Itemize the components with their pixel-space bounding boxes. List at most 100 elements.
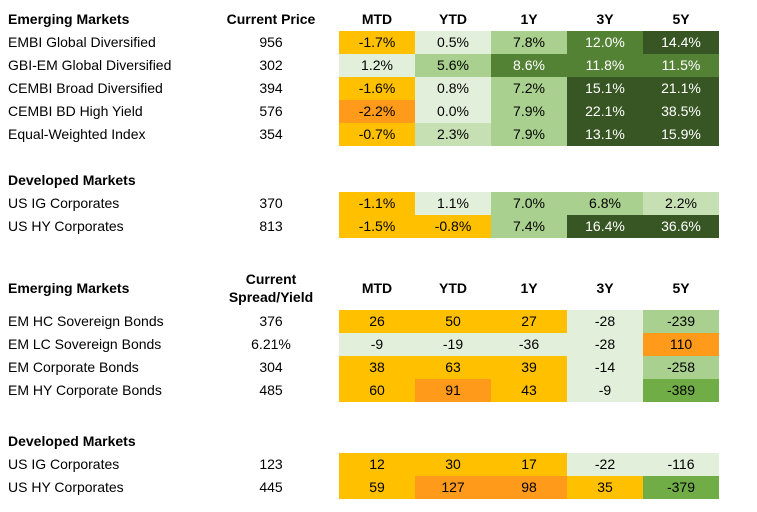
col-3y: 3Y — [596, 11, 614, 27]
heat-cell: 13.1% — [567, 123, 643, 146]
table-row: US HY Corporates 813 -1.5% -0.8% 7.4% 16.4% 36… — [0, 215, 719, 238]
heat-cell: 17 — [491, 453, 567, 476]
table-row: Equal-Weighted Index 354 -0.7% 2.3% 7.9% 13.1… — [0, 123, 719, 146]
heat-cell: -0.7% — [339, 123, 415, 146]
heat-cell: 43 — [491, 379, 567, 402]
heat-cell: 15.1% — [567, 77, 643, 100]
table-row: US IG Corporates 370 -1.1% 1.1% 7.0% 6.8% 2.2% — [0, 192, 719, 215]
heat-cell: -116 — [643, 453, 719, 476]
section-title: Developed Markets — [8, 172, 136, 188]
heat-cell: 98 — [491, 476, 567, 499]
row-label: EM Corporate Bonds — [8, 359, 139, 375]
heat-cell: 21.1% — [643, 77, 719, 100]
row-label: GBI-EM Global Diversified — [8, 57, 172, 73]
heat-cell: -1.6% — [339, 77, 415, 100]
heat-cell: -379 — [643, 476, 719, 499]
col-1y: 1Y — [520, 280, 538, 296]
table-row: EM Corporate Bonds 304 38 63 39 -14 -258 — [0, 356, 719, 379]
heat-cell: -9 — [567, 379, 643, 402]
heat-cell: 30 — [415, 453, 491, 476]
heat-cell: 0.0% — [415, 100, 491, 123]
heat-cell: -28 — [567, 310, 643, 333]
dm-spread-table: Developed Markets US IG Corporates 123 12 3… — [0, 430, 719, 499]
value-header: Current Spread/Yield — [228, 271, 314, 305]
row-label: EM HY Corporate Bonds — [8, 382, 162, 398]
heat-cell: 60 — [339, 379, 415, 402]
heat-cell: -2.2% — [339, 100, 415, 123]
row-label: US HY Corporates — [8, 218, 124, 234]
row-value: 813 — [259, 218, 283, 234]
heat-cell: -1.7% — [339, 31, 415, 54]
heat-cell: -258 — [643, 356, 719, 379]
heat-cell: 11.5% — [643, 54, 719, 77]
table-row: EM LC Sovereign Bonds 6.21% -9 -19 -36 -28 110 — [0, 333, 719, 356]
heat-cell: 7.9% — [491, 123, 567, 146]
heat-cell: -0.8% — [415, 215, 491, 238]
row-value: 123 — [259, 456, 283, 472]
row-value: 376 — [259, 313, 283, 329]
col-3y: 3Y — [596, 280, 614, 296]
heat-cell: 91 — [415, 379, 491, 402]
heat-cell: -389 — [643, 379, 719, 402]
heat-cell: 7.9% — [491, 100, 567, 123]
heat-cell: 8.6% — [491, 54, 567, 77]
heat-cell: 12.0% — [567, 31, 643, 54]
section-title: Emerging Markets — [8, 280, 130, 296]
row-label: CEMBI Broad Diversified — [8, 80, 163, 96]
heat-cell: 11.8% — [567, 54, 643, 77]
row-label: Equal-Weighted Index — [8, 126, 146, 142]
heat-cell: 5.6% — [415, 54, 491, 77]
heat-cell: -36 — [491, 333, 567, 356]
dm-price-table: Developed Markets US IG Corporates 370 -1.… — [0, 169, 719, 238]
heat-cell: 7.8% — [491, 31, 567, 54]
value-header: Current Price — [226, 11, 316, 27]
heat-cell: 14.4% — [643, 31, 719, 54]
heat-cell: 2.3% — [415, 123, 491, 146]
heat-cell: 50 — [415, 310, 491, 333]
heat-cell: -28 — [567, 333, 643, 356]
col-1y: 1Y — [520, 11, 538, 27]
col-mtd: MTD — [361, 11, 393, 27]
row-label: US HY Corporates — [8, 479, 124, 495]
row-value: 370 — [259, 195, 283, 211]
heat-cell: 36.6% — [643, 215, 719, 238]
heat-cell: -1.1% — [339, 192, 415, 215]
heat-cell: -239 — [643, 310, 719, 333]
heat-cell: -9 — [339, 333, 415, 356]
table-row: EMBI Global Diversified 956 -1.7% 0.5% 7.8% 1… — [0, 31, 719, 54]
heat-cell: 1.1% — [415, 192, 491, 215]
heat-cell: -19 — [415, 333, 491, 356]
header-row: Emerging Markets Current Spread/Yield MTD… — [0, 266, 719, 310]
row-value: 354 — [259, 126, 283, 142]
row-value: 304 — [259, 359, 283, 375]
row-value: 576 — [259, 103, 283, 119]
row-label: EM LC Sovereign Bonds — [8, 336, 162, 352]
col-ytd: YTD — [439, 11, 467, 27]
col-mtd: MTD — [361, 280, 393, 296]
heat-cell: 7.2% — [491, 77, 567, 100]
row-value: 302 — [259, 57, 283, 73]
heat-cell: 59 — [339, 476, 415, 499]
table-row: CEMBI Broad Diversified 394 -1.6% 0.8% 7.2% 1… — [0, 77, 719, 100]
header-row: Developed Markets — [0, 169, 719, 192]
heat-cell: 39 — [491, 356, 567, 379]
heat-cell: 2.2% — [643, 192, 719, 215]
table-row: EM HC Sovereign Bonds 376 26 50 27 -28 -239 — [0, 310, 719, 333]
col-5y: 5Y — [672, 11, 690, 27]
header-row: Developed Markets — [0, 430, 719, 453]
table-row: CEMBI BD High Yield 576 -2.2% 0.0% 7.9% 22.1%… — [0, 100, 719, 123]
row-value: 485 — [259, 382, 283, 398]
row-value: 445 — [259, 479, 283, 495]
heat-cell: 38 — [339, 356, 415, 379]
table-row: US HY Corporates 445 59 127 98 35 -379 — [0, 476, 719, 499]
section-title: Developed Markets — [8, 433, 136, 449]
heat-cell: 110 — [643, 333, 719, 356]
heat-cell: 16.4% — [567, 215, 643, 238]
heat-cell: 63 — [415, 356, 491, 379]
header-row: Emerging Markets Current Price MTD YTD 1… — [0, 8, 719, 31]
row-value: 394 — [259, 80, 283, 96]
row-label: US IG Corporates — [8, 456, 120, 472]
row-value: 6.21% — [251, 336, 291, 352]
heat-cell: 38.5% — [643, 100, 719, 123]
